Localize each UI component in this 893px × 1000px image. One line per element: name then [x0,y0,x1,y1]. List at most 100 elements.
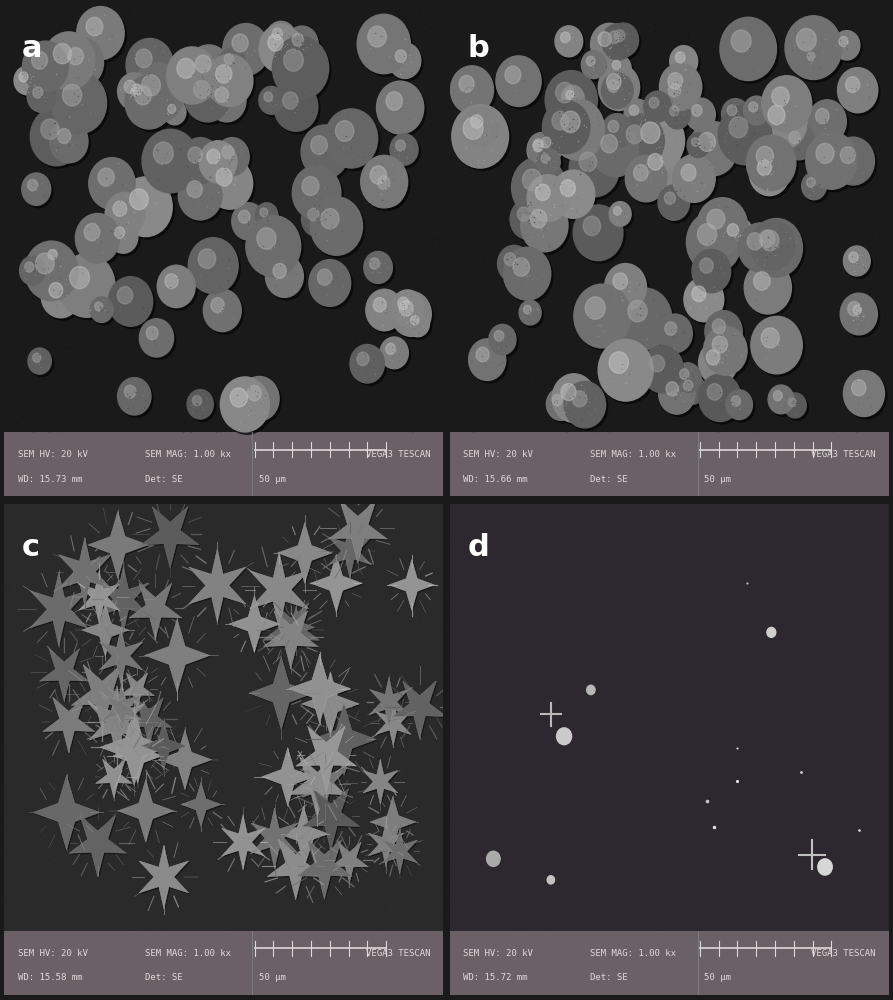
Point [528,358,542,374]
Point [338,623,352,639]
Point [134,420,148,436]
Point [425,259,439,275]
Point [527,575,541,591]
Point [34,244,48,260]
Point [872,669,886,685]
Point [525,262,539,278]
Point [670,95,684,111]
Point [313,260,328,276]
Point [528,75,542,91]
Point [472,129,487,145]
Point [614,181,629,197]
Point [258,351,272,367]
Point [333,191,347,207]
Point [789,642,803,658]
Point [774,498,789,514]
Point [116,406,130,422]
Point [565,24,580,40]
Point [228,61,242,77]
Point [139,136,154,152]
Point [622,836,637,852]
Point [760,116,774,132]
Point [530,869,545,885]
Point [583,913,597,929]
Point [255,509,270,525]
Point [713,796,727,812]
Point [434,502,448,518]
Point [546,728,560,744]
Point [568,91,582,107]
Point [47,721,62,737]
Point [577,57,591,73]
Point [310,843,324,859]
Point [796,876,810,892]
Point [539,831,554,847]
Point [614,745,629,761]
Point [759,850,773,866]
Point [173,648,188,664]
Point [255,691,270,707]
Point [279,383,293,399]
Point [105,632,120,648]
Point [567,806,581,822]
Point [750,58,764,74]
Point [559,739,573,755]
Point [262,741,276,757]
Point [661,612,675,628]
Point [743,762,757,778]
Point [260,107,274,123]
Point [615,143,630,159]
Point [21,915,35,931]
Point [730,695,744,711]
Point [739,694,753,710]
Point [108,416,122,432]
Point [655,213,669,229]
Point [730,698,744,714]
Point [632,587,647,603]
Point [526,6,540,22]
Point [271,98,286,114]
Point [26,685,40,701]
Point [775,522,789,538]
Point [723,579,738,595]
Point [657,98,672,114]
Point [0,197,13,213]
Point [693,812,707,828]
Point [604,678,618,694]
Point [232,398,246,414]
Point [425,378,439,394]
Point [249,742,263,758]
Point [174,529,188,545]
Point [352,180,366,196]
Point [777,742,791,758]
Point [696,186,710,202]
Point [84,665,98,681]
Point [7,704,21,720]
Point [610,511,624,527]
Point [866,653,880,669]
Point [239,145,254,161]
Point [396,118,411,134]
Point [12,162,26,178]
Point [167,23,181,39]
Point [182,152,196,168]
Point [392,56,406,72]
Point [857,697,872,713]
Polygon shape [311,554,363,612]
Point [383,28,397,44]
Point [739,840,754,856]
Point [608,68,622,84]
Point [62,146,76,162]
Point [858,603,872,619]
Point [355,502,370,518]
Point [710,282,724,298]
Point [842,200,856,216]
Point [623,582,638,598]
Point [79,282,94,298]
Point [9,771,23,787]
Point [452,140,466,156]
Point [511,549,525,565]
Point [324,741,338,757]
Point [722,776,736,792]
Point [824,849,839,865]
